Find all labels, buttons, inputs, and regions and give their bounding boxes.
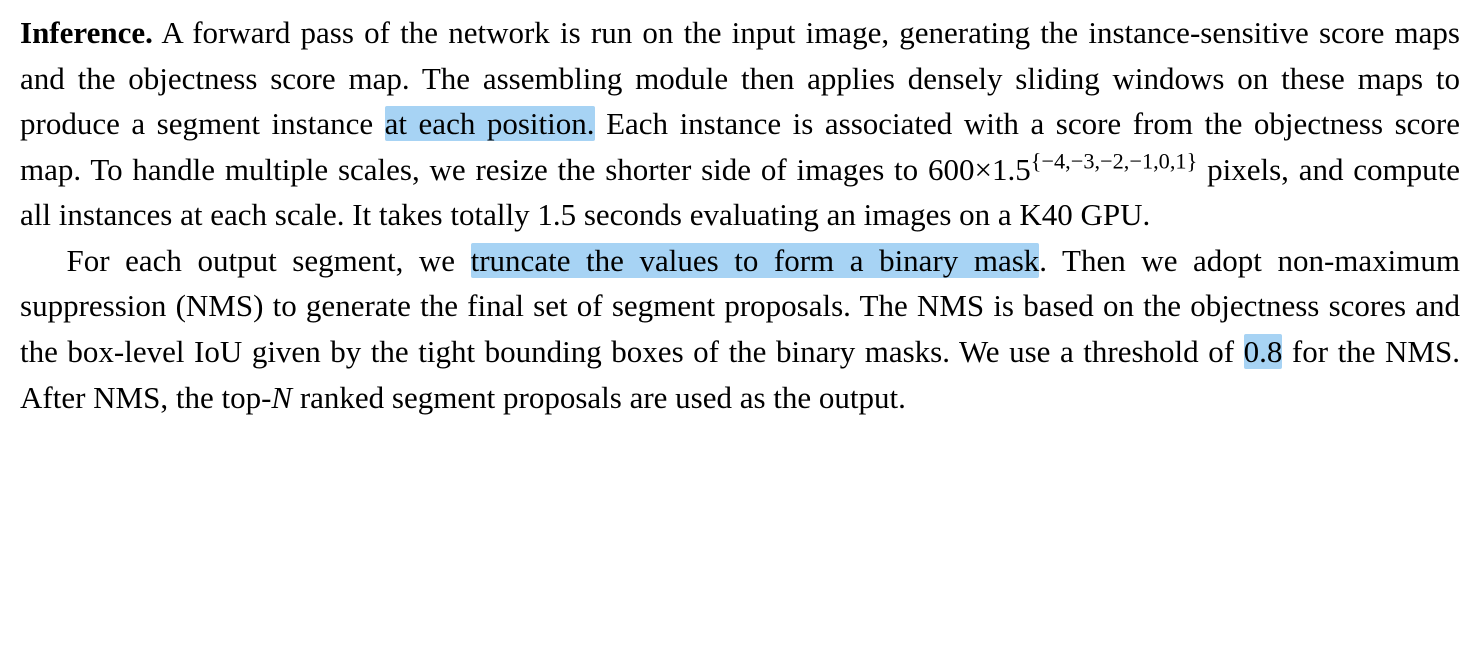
- exponent-set: {−4,−3,−2,−1,0,1}: [1031, 148, 1198, 173]
- highlight-truncate-binary-mask: truncate the values to form a binary mas…: [471, 243, 1040, 278]
- section-heading: Inference.: [20, 15, 153, 50]
- paragraph-inference: Inference. A forward pass of the network…: [20, 10, 1460, 238]
- paper-excerpt: Inference. A forward pass of the network…: [0, 0, 1480, 440]
- highlight-at-each-position: at each position.: [385, 106, 595, 141]
- body-text: For each output segment, we: [67, 243, 471, 278]
- highlight-nms-threshold: 0.8: [1244, 334, 1283, 369]
- body-text: ranked segment proposals are used as the…: [292, 380, 906, 415]
- variable-n: N: [271, 380, 292, 415]
- paragraph-nms: For each output segment, we truncate the…: [20, 238, 1460, 420]
